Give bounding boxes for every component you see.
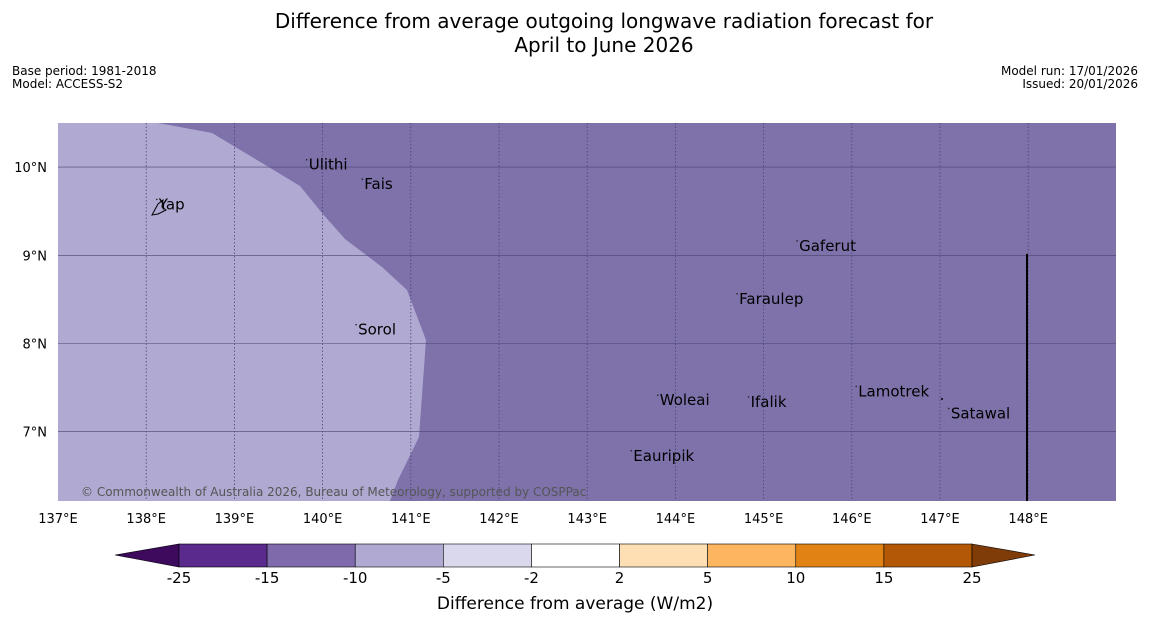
title-line-2: April to June 2026 (514, 33, 694, 57)
colorbar-tick-label: 25 (962, 569, 982, 587)
colorbar-tick-label: 15 (874, 569, 894, 587)
colorbar-tick-label: -2 (523, 569, 539, 587)
island-marker (656, 394, 659, 397)
map-area: 137°E 138°E 139°E 140°E 141°E 142°E 143°E 144°E… (14, 123, 1116, 527)
island-marker (155, 198, 158, 201)
island-label: Woleai (660, 391, 710, 409)
colorbar-segment (619, 543, 708, 568)
meta-left: Base period: 1981-2018 Model: ACCESS-S2 (12, 65, 157, 91)
meta-right: Model run: 17/01/2026 Issued: 20/01/2026 (1001, 65, 1138, 91)
colorbar-segment (531, 543, 620, 568)
island-label: Yap (158, 195, 185, 213)
lon-tick-label: 148°E (1008, 512, 1048, 527)
island-label: Sorol (358, 321, 396, 339)
yap-island-outline (151, 198, 167, 216)
lon-tick-label: 144°E (656, 512, 696, 527)
colorbar-segment (883, 543, 973, 568)
lon-tick-label: 143°E (567, 512, 607, 527)
chart-title: Difference from average outgoing longwav… (0, 9, 1150, 57)
base-period: Base period: 1981-2018 (12, 64, 157, 78)
lon-tick-label: 137°E (38, 512, 78, 527)
island-marker (948, 407, 950, 410)
lon-tick-label: 140°E (303, 512, 343, 527)
lat-tick-label: 9°N (23, 249, 48, 264)
island-marker (855, 385, 858, 388)
lon-tick-label: 141°E (391, 512, 431, 527)
island-marker (747, 396, 750, 398)
colorbar-tick-label: 5 (702, 569, 713, 587)
island-label: Satawal (951, 404, 1010, 422)
lon-tick-label: 145°E (744, 512, 784, 527)
lon-tick-label: 147°E (920, 512, 960, 527)
colorbar-label: Difference from average (W/m2) (436, 594, 714, 614)
colorbar-tick-label: -10 (342, 569, 368, 587)
colorbar-tick-label: -5 (435, 569, 451, 587)
lon-tick-label: 138°E (126, 512, 166, 527)
colorbar-tick-label: 10 (786, 569, 806, 587)
lon-tick-label: 139°E (215, 512, 255, 527)
island-marker (736, 293, 738, 295)
colorbar-tick-label: -15 (254, 569, 280, 587)
island-marker (361, 178, 364, 180)
lon-tick-label: 146°E (832, 512, 872, 527)
lat-tick-label: 10°N (14, 161, 47, 176)
island-marker (305, 158, 308, 161)
colorbar-under-arrow (114, 543, 180, 568)
lat-tick-label: 7°N (23, 426, 48, 441)
island-label: Gaferut (799, 237, 856, 255)
lat-tick-label: 8°N (23, 338, 48, 353)
colorbar-segment (178, 543, 268, 568)
island-label: Faraulep (739, 290, 803, 308)
title-line-1: Difference from average outgoing longwav… (274, 9, 934, 33)
olr-anomaly-west-fill (58, 123, 426, 501)
island-label: Lamotrek (858, 382, 929, 400)
copyright-text: © Commonwealth of Australia 2026, Bureau… (81, 485, 586, 499)
model-name: Model: ACCESS-S2 (12, 77, 124, 91)
colorbar-segment (795, 543, 885, 568)
island-label: Ulithi (309, 156, 348, 174)
colorbar (114, 543, 1036, 568)
lon-tick-label: 142°E (479, 512, 519, 527)
island-label: Fais (364, 175, 393, 193)
issued-date: Issued: 20/01/2026 (1022, 77, 1138, 91)
colorbar-segment (443, 543, 532, 568)
island-marker (355, 323, 357, 326)
colorbar-segment (266, 543, 356, 568)
colorbar-segment (354, 543, 444, 568)
island-label: Eauripik (633, 447, 694, 465)
colorbar-segment (707, 543, 797, 568)
model-run: Model run: 17/01/2026 (1000, 64, 1138, 78)
island-marker (630, 450, 633, 452)
colorbar-over-arrow (971, 543, 1036, 568)
island-label: Ifalik (751, 393, 787, 411)
islet-dot (941, 398, 943, 400)
island-marker (796, 240, 798, 242)
colorbar-tick-label: 2 (614, 569, 625, 587)
colorbar-tick-label: -25 (166, 569, 192, 587)
